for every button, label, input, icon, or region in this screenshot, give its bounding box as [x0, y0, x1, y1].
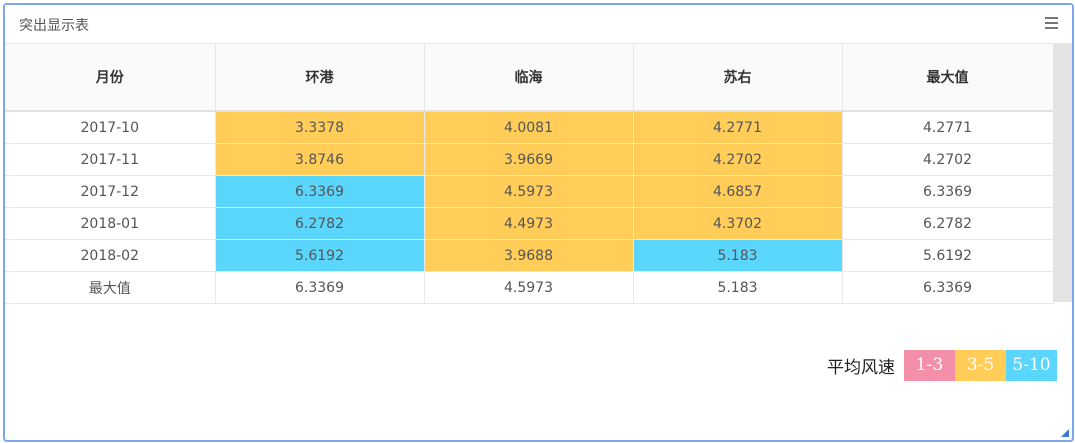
- legend-item-low: 1-3: [904, 350, 955, 381]
- table-cell: 4.0081: [423, 110, 634, 144]
- table-cell: 3.9688: [423, 239, 634, 272]
- table-cell: 5.183: [632, 239, 843, 272]
- table-cell: 4.4973: [423, 207, 634, 240]
- legend-title: 平均风速: [827, 358, 895, 378]
- table-cell: 2017-10: [5, 110, 216, 144]
- table-cell: 5.6192: [214, 239, 425, 272]
- table-cell: 4.2702: [632, 143, 843, 176]
- panel-header: 突出显示表: [5, 5, 1072, 44]
- table-header-row: 月份 环港 临海 苏右 最大值: [5, 44, 1054, 112]
- table-cell: 4.5973: [423, 175, 634, 208]
- column-header-max[interactable]: 最大值: [841, 44, 1054, 112]
- data-table-container: 月份 环港 临海 苏右 最大值 2017-10 3.3378 4.0081 4.…: [5, 44, 1072, 304]
- table-cell: 3.3378: [214, 110, 425, 144]
- table-row: 2018-02 5.6192 3.9688 5.183 5.6192: [5, 239, 1054, 272]
- legend-item-mid: 3-5: [955, 350, 1006, 381]
- panel-title: 突出显示表: [19, 18, 89, 34]
- table-cell: 6.2782: [214, 207, 425, 240]
- table-row: 2017-11 3.8746 3.9669 4.2702 4.2702: [5, 143, 1054, 176]
- table-row-max: 最大值 6.3369 4.5973 5.183 6.3369: [5, 271, 1054, 304]
- table-cell: 5.183: [632, 271, 843, 304]
- table-cell: 4.6857: [632, 175, 843, 208]
- table-cell: 4.2771: [841, 110, 1054, 144]
- data-table: 月份 环港 临海 苏右 最大值 2017-10 3.3378 4.0081 4.…: [5, 44, 1054, 304]
- vertical-scrollbar[interactable]: [1053, 44, 1072, 302]
- legend-item-high: 5-10: [1006, 350, 1057, 381]
- table-cell: 2017-11: [5, 143, 216, 176]
- column-header-linhai[interactable]: 临海: [423, 44, 634, 112]
- column-header-suyou[interactable]: 苏右: [632, 44, 843, 112]
- table-cell: 2018-02: [5, 239, 216, 272]
- table-cell: 5.6192: [841, 239, 1054, 272]
- table-row: 2017-12 6.3369 4.5973 4.6857 6.3369: [5, 175, 1054, 208]
- column-header-month[interactable]: 月份: [5, 44, 216, 112]
- table-cell: 4.2771: [632, 110, 843, 144]
- table-row: 2017-10 3.3378 4.0081 4.2771 4.2771: [5, 110, 1054, 144]
- table-cell: 6.3369: [214, 271, 425, 304]
- table-cell: 6.3369: [841, 271, 1054, 304]
- table-cell: 2017-12: [5, 175, 216, 208]
- table-cell: 4.5973: [423, 271, 634, 304]
- table-row: 2018-01 6.2782 4.4973 4.3702 6.2782: [5, 207, 1054, 240]
- table-cell: 6.3369: [841, 175, 1054, 208]
- legend: 平均风速 1-3 3-5 5-10: [827, 350, 1057, 381]
- table-cell: 4.2702: [841, 143, 1054, 176]
- column-header-huangang[interactable]: 环港: [214, 44, 425, 112]
- table-cell: 2018-01: [5, 207, 216, 240]
- highlight-table-panel: 突出显示表 月份 环港 临海 苏右 最大值 2017-10: [3, 3, 1074, 442]
- table-cell: 4.3702: [632, 207, 843, 240]
- resize-handle-icon[interactable]: [1061, 429, 1069, 437]
- table-cell: 最大值: [5, 271, 216, 304]
- table-cell: 6.3369: [214, 175, 425, 208]
- table-cell: 6.2782: [841, 207, 1054, 240]
- table-cell: 3.9669: [423, 143, 634, 176]
- menu-icon[interactable]: [1045, 17, 1058, 29]
- table-cell: 3.8746: [214, 143, 425, 176]
